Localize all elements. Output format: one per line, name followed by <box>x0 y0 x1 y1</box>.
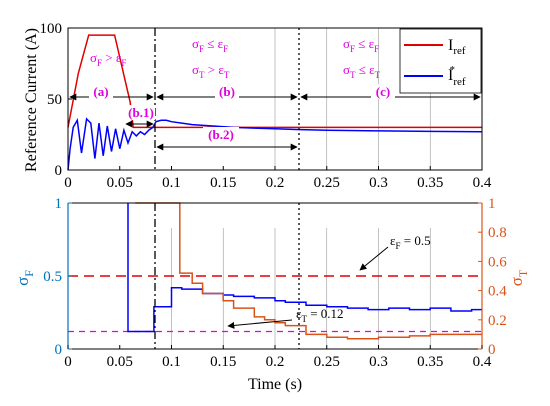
eps-t-label: εT = 0.12 <box>296 306 344 324</box>
bottom-y-axis-label-right: σT <box>507 269 530 286</box>
phase-b2-label: (b.2) <box>208 127 234 142</box>
bottom-y-tick-label-left: 0.5 <box>43 269 62 285</box>
top-x-ticks: 0 0.05 0.1 0.15 0.2 0.25 0.3 0.35 0.4 <box>64 166 492 191</box>
top-panel: 0 0.05 0.1 0.15 0.2 0.25 0.3 0.35 0.4 0 50 100 Ref… <box>23 21 492 191</box>
bottom-x-tick-label: 0.2 <box>266 354 285 370</box>
bottom-x-tick-label: 0.25 <box>314 354 340 370</box>
bottom-y-tick-label-right: 0.6 <box>488 254 507 270</box>
top-y-axis-label: Reference Current (A) <box>23 28 40 172</box>
bottom-y-tick-label-right: 0 <box>488 342 496 358</box>
bottom-x-ticks: 0 0.05 0.1 0.15 0.2 0.25 0.3 0.35 0.4 <box>64 345 492 370</box>
phase-b1-label: (b.1) <box>128 105 154 120</box>
top-y-tick-label: 0 <box>55 163 63 179</box>
phase-b2-label-bg <box>203 127 239 142</box>
series-iref-star <box>67 117 483 171</box>
top-legend: Iref Iref* <box>399 28 482 94</box>
phase-b-label: (b) <box>219 84 235 99</box>
phase-c-label: (c) <box>376 84 390 99</box>
series-sigma-f <box>127 203 482 333</box>
top-x-tick-label: 0.15 <box>210 175 236 191</box>
eps-f-arrow <box>359 246 389 271</box>
phase-b1-label-bg <box>127 105 155 120</box>
eps-f-label: εF = 0.5 <box>390 233 431 251</box>
phase-a-label: (a) <box>93 84 108 99</box>
top-y-tick-label: 100 <box>40 21 63 37</box>
bottom-x-tick-label: 0.15 <box>210 354 236 370</box>
top-x-tick-label: 0.25 <box>314 175 340 191</box>
bottom-y-tick-label-right: 0.8 <box>488 225 507 241</box>
bottom-y-axis-label-left: σF <box>13 270 36 286</box>
cond-c2-label: σT ≤ εT <box>343 62 381 80</box>
cond-c1-label: σF ≤ εF <box>343 36 379 54</box>
bottom-grid <box>171 228 431 349</box>
bottom-y-tick-label-left: 1 <box>55 196 63 212</box>
bottom-x-tick-label: 0 <box>64 354 72 370</box>
bottom-y-ticks-left: 00.51 <box>43 196 72 358</box>
top-y-ticks: 0 50 100 <box>40 21 72 179</box>
phase-b-label-bg <box>215 84 239 99</box>
bottom-y-tick-label-left: 0 <box>55 342 63 358</box>
bottom-y-tick-label-right: 0.4 <box>488 284 507 300</box>
eps-t-arrow <box>227 319 293 329</box>
top-x-tick-label: 0.1 <box>162 175 181 191</box>
bottom-y-tick-label-right: 1 <box>488 196 496 212</box>
bottom-panel: 0 0.05 0.1 0.15 0.2 0.25 0.3 0.35 0.4 00.51 00.2… <box>13 196 530 393</box>
top-x-tick-label: 0.3 <box>369 175 388 191</box>
bottom-x-tick-label: 0.1 <box>162 354 181 370</box>
top-x-tick-label: 0 <box>64 175 72 191</box>
bottom-x-axis-label: Time (s) <box>248 376 302 393</box>
legend-box <box>399 28 482 94</box>
top-x-tick-label: 0.35 <box>417 175 443 191</box>
legend-iref-label: Iref <box>448 37 466 57</box>
bottom-y-tick-label-right: 0.2 <box>488 313 507 329</box>
bottom-x-tick-label: 0.4 <box>473 354 492 370</box>
cond-b2-label: σT > εT <box>192 62 230 80</box>
bottom-x-tick-label: 0.35 <box>417 354 443 370</box>
legend-iref-star-label: Iref* <box>448 64 466 88</box>
top-y-tick-label: 50 <box>47 92 62 108</box>
bottom-x-tick-label: 0.05 <box>107 354 133 370</box>
cond-a-label: σF > εF <box>90 50 126 68</box>
top-x-tick-label: 0.4 <box>473 175 492 191</box>
top-x-tick-label: 0.05 <box>107 175 133 191</box>
phase-c-label-bg <box>371 84 395 99</box>
top-x-tick-label: 0.2 <box>266 175 285 191</box>
cond-b1-label: σF ≤ εF <box>192 36 228 54</box>
bottom-y-ticks-right: 0 0.2 0.4 0.6 0.8 1 <box>478 196 507 358</box>
bottom-x-tick-label: 0.3 <box>369 354 388 370</box>
phase-a-label-bg <box>89 84 113 99</box>
